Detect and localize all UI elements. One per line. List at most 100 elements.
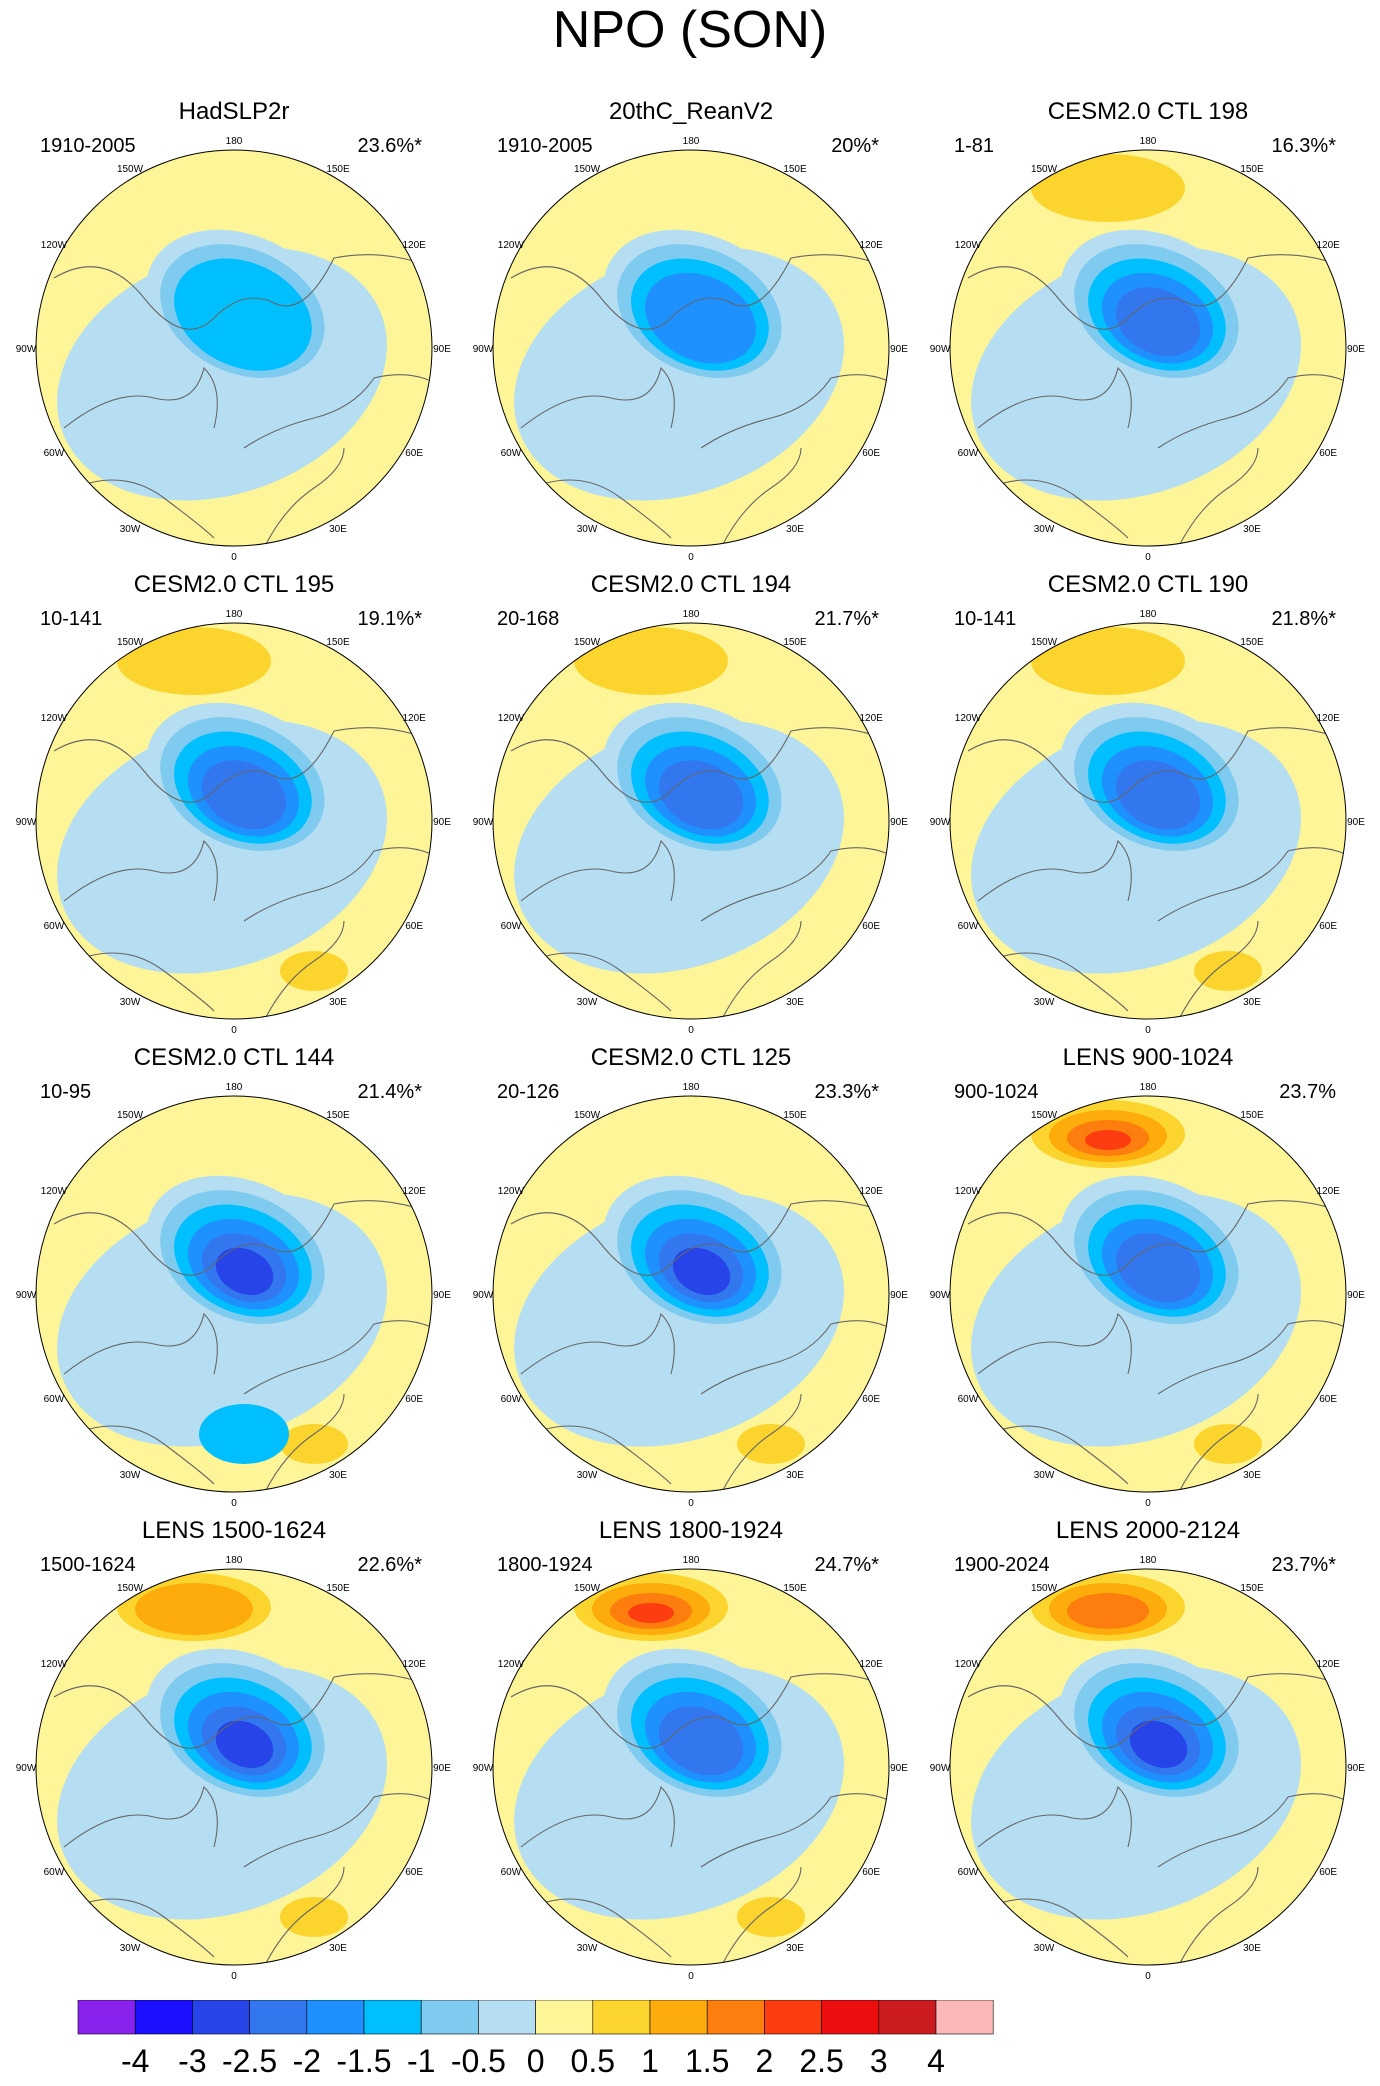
coastline (987, 479, 1129, 539)
longitude-label: 90E (890, 1290, 908, 1301)
coastline (530, 952, 672, 1012)
colorbar-swatch (134, 2000, 193, 2035)
longitude-label: 120E (1316, 240, 1340, 251)
coastline (243, 847, 432, 922)
panel-variance: 21.4%* (357, 1081, 423, 1103)
coastline (1157, 1320, 1346, 1395)
longitude-label: 60W (44, 1867, 65, 1878)
coastline (53, 1200, 432, 1276)
longitude-label: 120E (859, 240, 883, 251)
map-panel: 20thC_ReanV2 1910-2005 20%* 180 150E 120E 90E 6… (461, 98, 921, 570)
coastline (977, 366, 1132, 429)
negative-center (672, 1247, 731, 1295)
map-panel: CESM2.0 CTL 198 1-81 16.3%* 180 150E 120E 90E 6… (918, 98, 1378, 570)
coastlines (53, 1673, 432, 1965)
colorbar-swatch (878, 2000, 937, 2035)
coastline (53, 254, 432, 330)
longitude-label: 180 (1140, 136, 1157, 147)
secondary-positive (280, 1424, 348, 1464)
longitude-label: 30W (577, 524, 598, 535)
panel-variance: 23.6%* (357, 135, 423, 157)
map-boundary (949, 1095, 1347, 1493)
coastline (520, 1312, 675, 1375)
colorbar-label: 1.5 (685, 2043, 729, 2079)
coastline (263, 920, 345, 1019)
panel-variance: 16.3%* (1271, 135, 1337, 157)
longitude-label: 60W (44, 921, 65, 932)
longitude-label: 60E (862, 448, 880, 459)
longitude-label: 60E (405, 1394, 423, 1405)
longitude-label: 60W (958, 921, 979, 932)
positive-center (556, 150, 746, 228)
longitude-label: 90E (433, 1763, 451, 1774)
longitude-label: 120W (955, 1186, 982, 1197)
colorbar-swatch (821, 2000, 880, 2035)
longitude-label: 30W (577, 1943, 598, 1954)
longitude-label: 120W (498, 1186, 525, 1197)
coastlines (967, 1200, 1346, 1492)
colorbar-label: 2 (756, 2043, 774, 2079)
coastline (510, 727, 889, 803)
longitude-label: 30E (1243, 524, 1261, 535)
longitude-label: 30E (786, 1943, 804, 1954)
longitude-label: 60E (862, 1867, 880, 1878)
longitude-label: 30W (120, 524, 141, 535)
longitude-label: 120W (498, 1659, 525, 1670)
figure-title: NPO (SON) (552, 1, 828, 59)
secondary-positive (280, 951, 348, 991)
colorbar-label: -0.5 (451, 2043, 506, 2079)
polar-map: 180 150E 120E 90E 60E 30E 0 30W 60W 90W 120W 150W (930, 1555, 1366, 1982)
negative-center (644, 272, 756, 364)
negative-center (174, 258, 312, 371)
coastline (53, 727, 432, 803)
longitude-label: 180 (683, 136, 700, 147)
coastline (63, 1785, 218, 1848)
longitude-label: 120W (41, 713, 68, 724)
longitude-label: 90E (1347, 344, 1365, 355)
positive-center (1031, 627, 1185, 695)
coastline (967, 1200, 1346, 1276)
field-layer (950, 1569, 1346, 1965)
panel-variance: 24.7%* (814, 1554, 880, 1576)
panel-title: CESM2.0 CTL 195 (133, 571, 335, 598)
panel-title: CESM2.0 CTL 144 (133, 1044, 335, 1071)
longitude-label: 60W (44, 1394, 65, 1405)
longitude-label: 180 (1140, 609, 1157, 620)
longitude-label: 180 (226, 1082, 243, 1093)
positive-center (556, 1096, 746, 1174)
positive-center (1067, 1593, 1149, 1629)
panel-variance: 21.7%* (814, 608, 880, 630)
panel-title: CESM2.0 CTL 194 (590, 571, 792, 598)
longitude-label: 150E (326, 1583, 350, 1594)
longitude-label: 60W (501, 1394, 522, 1405)
field-layer (950, 1096, 1346, 1492)
longitude-label: 90W (473, 344, 494, 355)
longitude-label: 150E (783, 1110, 807, 1121)
panel-title: LENS 1800-1924 (598, 1517, 784, 1544)
longitude-label: 120E (402, 1186, 426, 1197)
coastline (520, 366, 675, 429)
colorbar-label: 0 (527, 2043, 545, 2079)
longitude-label: 30E (329, 997, 347, 1008)
panel-variance: 19.1%* (357, 608, 423, 630)
panel-title: CESM2.0 CTL 190 (1047, 571, 1249, 598)
colorbar-swatch (77, 2000, 136, 2035)
panel-title: LENS 2000-2124 (1055, 1517, 1241, 1544)
coastlines (510, 727, 889, 1019)
longitude-label: 90W (16, 344, 37, 355)
field-layer (950, 150, 1346, 546)
negative-center (201, 760, 287, 830)
longitude-label: 150W (117, 637, 144, 648)
colorbar-swatch (192, 2000, 250, 2035)
field-layer (36, 1096, 432, 1492)
coastline (977, 1312, 1132, 1375)
longitude-label: 90W (16, 1290, 37, 1301)
coastline (987, 1898, 1129, 1958)
longitude-label: 0 (1145, 1498, 1151, 1509)
polar-map: 180 150E 120E 90E 60E 30E 0 30W 60W 90W 120W 150W (16, 609, 452, 1036)
colorbar: -4 -3 -2.5 -2 -1.5 -1 -0.5 0 0.5 1 1.5 2 2.5 3 4 (77, 2000, 994, 2079)
positive-center (135, 1583, 253, 1635)
longitude-label: 150W (1031, 1110, 1058, 1121)
panel-variance: 23.3%* (814, 1081, 880, 1103)
coastline (700, 374, 889, 449)
